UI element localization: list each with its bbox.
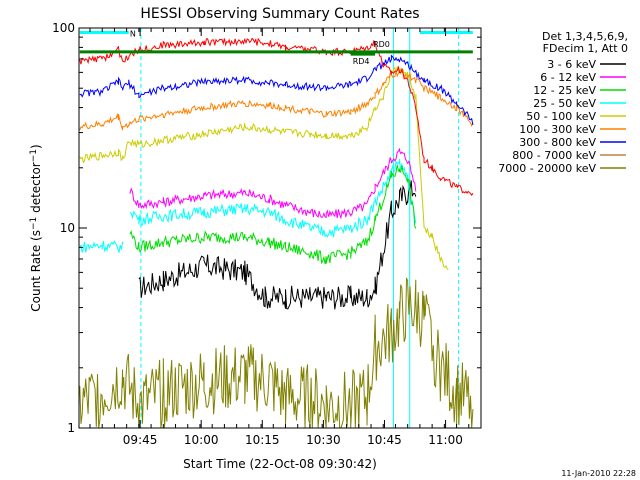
legend-label: 100 - 300 keV [519, 123, 596, 136]
y-axis-label-superscript: −1 [29, 149, 39, 162]
legend-label: 50 - 100 keV [526, 110, 596, 123]
series-line-7000-20000keV [79, 276, 474, 429]
y-axis-label-part: ) [29, 144, 43, 149]
state-bar-label: RD0 [373, 40, 390, 49]
y-axis-label: Count Rate (s−1 detector−1) [29, 144, 43, 311]
legend-header-line-2: FDecim 1, Att 0 [543, 42, 628, 55]
legend-label: 3 - 6 keV [547, 58, 596, 71]
series-line-100-300keV [79, 68, 474, 131]
footer-timestamp: 11-Jan-2010 22:28 [561, 469, 636, 478]
y-tick-label: 1 [67, 421, 75, 435]
x-tick-label: 10:15 [245, 433, 280, 447]
legend-label: 800 - 7000 keV [512, 149, 596, 162]
y-tick-label: 10 [60, 221, 75, 235]
series-line-12-25keV [129, 164, 417, 265]
x-tick-label: 10:00 [184, 433, 219, 447]
x-tick-label: 10:30 [306, 433, 341, 447]
chart-title: HESSI Observing Summary Count Rates [140, 6, 419, 22]
y-axis-label-superscript: −1 [29, 217, 39, 230]
x-axis-label: Start Time (22-Oct-08 09:30:42) [183, 457, 377, 471]
series-line-red [79, 37, 474, 196]
legend-label: 7000 - 20000 keV [498, 162, 596, 175]
legend-label: 12 - 25 keV [533, 84, 596, 97]
y-axis-label-part: Count Rate (s [29, 230, 43, 312]
legend-label: 6 - 12 keV [540, 71, 596, 84]
state-bar-label: RD4 [353, 57, 370, 66]
legend-label: 300 - 800 keV [519, 136, 596, 149]
x-tick-label: 10:45 [367, 433, 402, 447]
legend-label: 25 - 50 keV [533, 97, 596, 110]
series-line-6-12keV [129, 147, 417, 220]
x-tick-label: 11:00 [428, 433, 463, 447]
x-tick-label: 09:45 [123, 433, 158, 447]
series-line-3-6keV [138, 180, 417, 310]
axes: 09:45 10:00 10:15 10:30 10:45 11:00 1 10 100 [52, 21, 481, 447]
legend-header-line-1: Det 1,3,4,5,6,9, [542, 30, 628, 43]
y-tick-label: 100 [52, 21, 75, 35]
series-line-300-800keV [79, 54, 474, 125]
y-axis-label-part: detector [29, 162, 43, 217]
state-bar-label: N [130, 29, 136, 38]
series-line-25-50keV [79, 158, 417, 253]
